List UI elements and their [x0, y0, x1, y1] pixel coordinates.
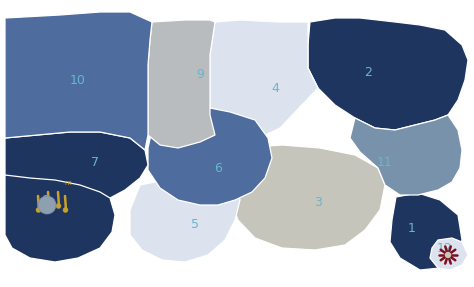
Polygon shape — [210, 20, 318, 145]
Circle shape — [56, 203, 61, 208]
Polygon shape — [148, 20, 215, 148]
Text: 9: 9 — [196, 69, 204, 82]
Circle shape — [36, 208, 41, 212]
Text: 4: 4 — [271, 82, 279, 94]
Text: 12: 12 — [437, 241, 453, 255]
Circle shape — [63, 208, 68, 212]
Polygon shape — [5, 12, 152, 150]
Text: 10: 10 — [70, 73, 86, 86]
Text: 8: 8 — [41, 193, 49, 207]
Polygon shape — [230, 145, 385, 250]
Polygon shape — [5, 175, 115, 262]
Polygon shape — [430, 238, 468, 270]
Circle shape — [46, 203, 51, 208]
Polygon shape — [5, 132, 148, 202]
Text: 7: 7 — [91, 156, 99, 170]
Circle shape — [38, 196, 56, 214]
Circle shape — [446, 253, 450, 257]
Text: 1: 1 — [408, 222, 416, 234]
Text: 11: 11 — [377, 156, 393, 168]
Polygon shape — [390, 193, 462, 270]
Polygon shape — [308, 18, 468, 130]
Text: 2: 2 — [364, 65, 372, 79]
Polygon shape — [350, 115, 462, 195]
Text: 5: 5 — [191, 218, 199, 232]
Polygon shape — [148, 108, 272, 205]
Text: 6: 6 — [214, 162, 222, 174]
Text: 3: 3 — [314, 195, 322, 208]
Polygon shape — [130, 178, 240, 262]
Text: m: m — [64, 180, 72, 186]
